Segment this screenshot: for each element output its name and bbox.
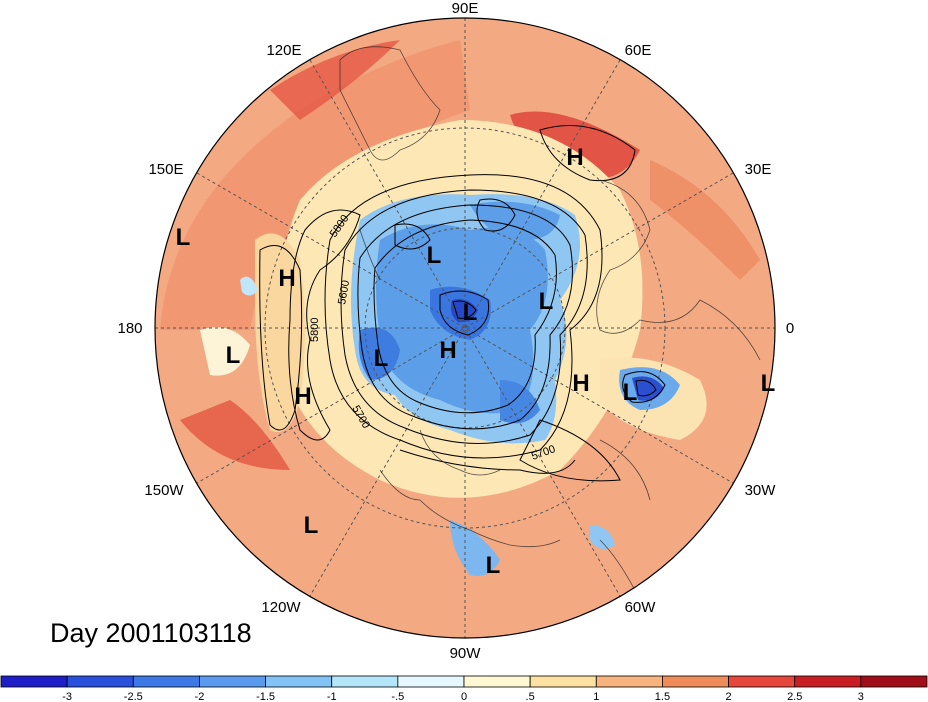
- lon-label-60e: 60E: [625, 42, 652, 59]
- anomaly-field: [155, 18, 775, 638]
- colorbar-box: [265, 675, 333, 688]
- contour-label: 5600: [336, 279, 352, 305]
- colorbar-tick-label: 1: [593, 691, 599, 702]
- low-center-marker: L: [539, 288, 554, 315]
- colorbar-tick-label: 3: [858, 691, 864, 702]
- high-center-marker: H: [566, 144, 583, 171]
- lon-label-90e: 90E: [452, 0, 479, 17]
- map-border: [154, 17, 776, 639]
- colorbar-tick-label: 2: [726, 691, 732, 702]
- colorbar-box: [463, 675, 531, 688]
- high-center-marker: H: [294, 383, 311, 410]
- low-center-marker: L: [761, 370, 776, 397]
- colorbar-box: [595, 675, 663, 688]
- colorbar-box: [397, 675, 465, 688]
- lon-label-30e: 30E: [745, 161, 772, 178]
- colorbar: -3 -2.5 -2 -1.5 -1 -.5 0 .5 1 1.5 2 2.5 3: [0, 675, 928, 702]
- lon-label-120e: 120E: [266, 42, 301, 59]
- lon-label-0: 0: [786, 320, 794, 337]
- colorbar-box: [0, 675, 68, 688]
- colorbar-tick-label: 2.5: [787, 691, 802, 702]
- colorbar-tick-label: -3: [62, 691, 72, 702]
- low-center-marker: L: [176, 224, 191, 251]
- high-center-marker: H: [572, 370, 589, 397]
- colorbar-tick-label: .5: [526, 691, 535, 702]
- colorbar-tick-label: -2: [195, 691, 205, 702]
- lon-label-150w: 150W: [144, 482, 184, 499]
- lon-label-30w: 30W: [745, 482, 777, 499]
- colorbar-boxes: [0, 675, 928, 688]
- colorbar-box: [132, 675, 200, 688]
- lon-label-90w: 90W: [450, 645, 482, 662]
- colorbar-tick-label: 1.5: [655, 691, 670, 702]
- colorbar-tick-label: 0: [461, 691, 467, 702]
- colorbar-box: [794, 675, 862, 688]
- colorbar-tick-labels: -3 -2.5 -2 -1.5 -1 -.5 0 .5 1 1.5 2 2.5 3: [62, 691, 864, 702]
- low-center-marker: L: [304, 512, 319, 539]
- low-center-marker: L: [486, 552, 501, 579]
- high-center-marker: H: [439, 337, 456, 364]
- low-center-marker: L: [226, 342, 241, 369]
- lon-label-180: 180: [117, 320, 142, 337]
- longitude-labels: 90E 60E 30E 0 30W 60W 90W 120W 150W 180 …: [117, 0, 794, 662]
- low-center-marker: L: [427, 242, 442, 269]
- colorbar-box: [66, 675, 134, 688]
- low-center-marker: L: [374, 345, 389, 372]
- colorbar-tick-label: -.5: [391, 691, 404, 702]
- pressure-centers: L L L L L L L L L L H H H H H: [176, 144, 776, 579]
- map-title: Day 2001103118: [50, 618, 252, 648]
- colorbar-box: [662, 675, 729, 688]
- graticule: [155, 18, 775, 638]
- lon-label-120w: 120W: [261, 599, 301, 616]
- low-center-marker: L: [463, 299, 478, 326]
- colorbar-tick-label: -1: [327, 691, 337, 702]
- low-center-marker: L: [623, 379, 638, 406]
- colorbar-tick-label: -1.5: [256, 691, 275, 702]
- colorbar-tick-label: -2.5: [124, 691, 143, 702]
- colorbar-box: [728, 675, 796, 688]
- height-contours: [259, 125, 666, 482]
- colorbar-box: [331, 675, 399, 688]
- high-center-marker: H: [278, 265, 295, 292]
- colorbar-box: [529, 675, 597, 688]
- lon-label-150e: 150E: [148, 161, 183, 178]
- colorbar-box: [199, 675, 266, 688]
- lon-label-60w: 60W: [625, 599, 657, 616]
- contour-label: 5800: [309, 318, 321, 342]
- colorbar-box: [860, 675, 928, 688]
